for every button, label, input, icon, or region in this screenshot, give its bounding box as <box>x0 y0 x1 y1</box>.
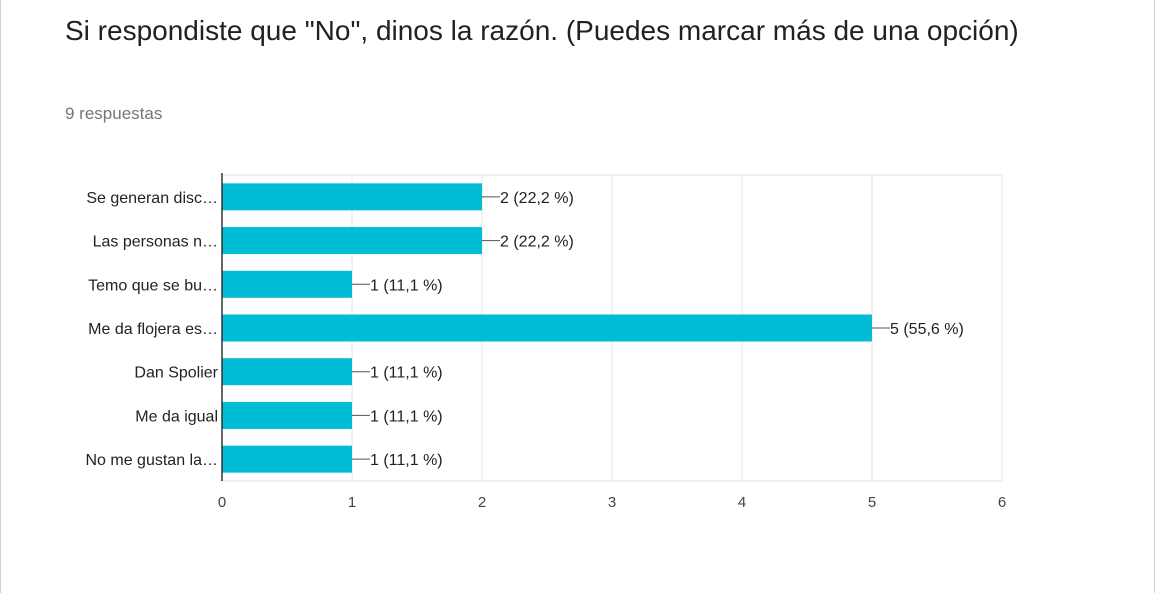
data-label: 1 (11,1 %) <box>370 408 443 425</box>
category-label: Me da flojera es… <box>88 321 218 338</box>
category-label: Se generan disc… <box>86 190 218 207</box>
data-label: 1 (11,1 %) <box>370 365 443 382</box>
bar <box>222 227 482 255</box>
data-label: 1 (11,1 %) <box>370 452 443 469</box>
category-label: Me da igual <box>135 408 218 425</box>
x-tick-label: 4 <box>738 494 746 511</box>
bar <box>222 183 482 211</box>
x-tick-label: 1 <box>348 494 356 511</box>
bar <box>222 445 352 473</box>
bar <box>222 314 872 342</box>
bar <box>222 401 352 429</box>
x-tick-label: 2 <box>478 494 486 511</box>
data-label: 2 (22,2 %) <box>500 234 574 251</box>
x-tick-label: 5 <box>868 494 876 511</box>
data-label: 2 (22,2 %) <box>500 190 574 207</box>
category-label: Las personas n… <box>93 234 218 251</box>
x-tick-label: 0 <box>218 494 226 511</box>
question-title: Si respondiste que "No", dinos la razón.… <box>65 15 1019 46</box>
response-count: 9 respuestas <box>65 104 163 123</box>
bar <box>222 270 352 298</box>
x-tick-label: 6 <box>998 494 1006 511</box>
x-tick-label: 3 <box>608 494 616 511</box>
bar <box>222 358 352 386</box>
category-label: No me gustan la… <box>85 452 218 469</box>
category-label: Dan Spolier <box>134 365 218 382</box>
data-label: 1 (11,1 %) <box>370 277 443 294</box>
category-label: Temo que se bu… <box>88 277 218 294</box>
data-label: 5 (55,6 %) <box>890 321 964 338</box>
